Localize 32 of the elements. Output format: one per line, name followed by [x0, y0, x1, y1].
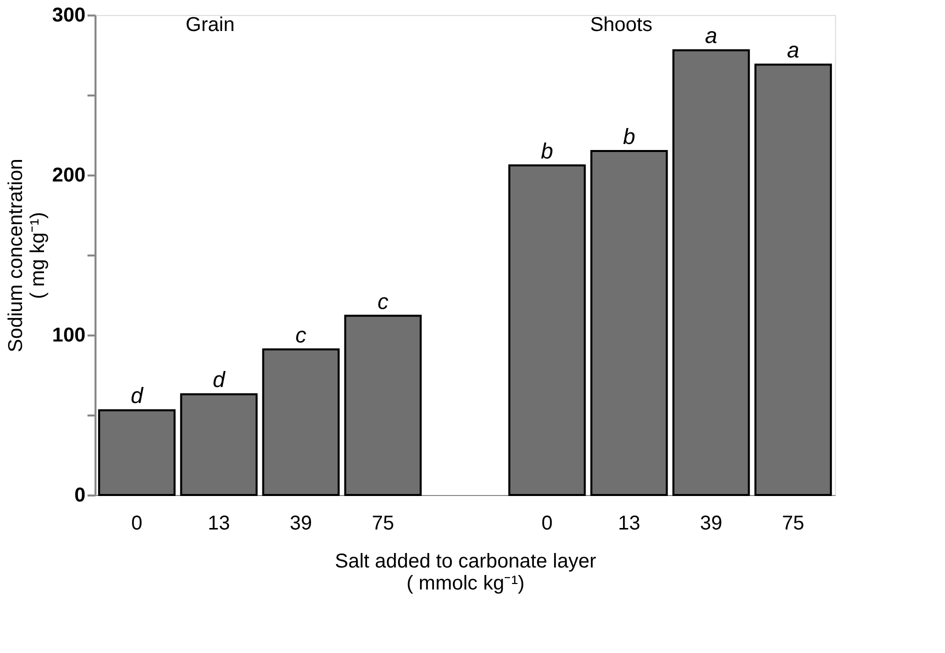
- y-tick-label: 200: [52, 164, 86, 186]
- bar: [508, 164, 586, 496]
- x-tick-label: 0: [541, 512, 553, 534]
- bar: [344, 314, 422, 496]
- annotation: Grain: [186, 14, 235, 36]
- x-tick-label: 39: [700, 512, 722, 534]
- x-tick-label: 0: [131, 512, 142, 534]
- y-tick-label: 0: [74, 484, 86, 506]
- bar: [180, 393, 258, 496]
- data-label: c: [295, 322, 306, 348]
- annotation: Shoots: [590, 14, 652, 36]
- data-label: b: [622, 124, 636, 149]
- bar: [262, 348, 340, 496]
- bar: [754, 64, 832, 496]
- data-label: a: [704, 23, 718, 48]
- x-tick-label: 75: [782, 512, 804, 534]
- data-label: c: [377, 288, 388, 314]
- bar: [98, 409, 176, 496]
- y-tick-label: 300: [52, 4, 86, 26]
- x-tick-label: 13: [618, 512, 640, 534]
- x-axis-title: Salt added to carbonate layer ( mmolc kg⁻¹): [334, 550, 596, 594]
- bar: [672, 49, 750, 496]
- bar: [590, 150, 668, 496]
- data-label: a: [787, 38, 800, 63]
- data-label: b: [540, 138, 554, 164]
- data-label: d: [130, 383, 144, 408]
- y-tick-label: 100: [52, 324, 86, 346]
- y-axis-title: Sodium concentration ( mg kg⁻¹): [5, 158, 50, 352]
- x-tick-label: 13: [208, 512, 230, 534]
- x-tick-label: 75: [372, 512, 394, 534]
- x-tick-label: 39: [290, 512, 312, 534]
- data-label: d: [212, 367, 226, 392]
